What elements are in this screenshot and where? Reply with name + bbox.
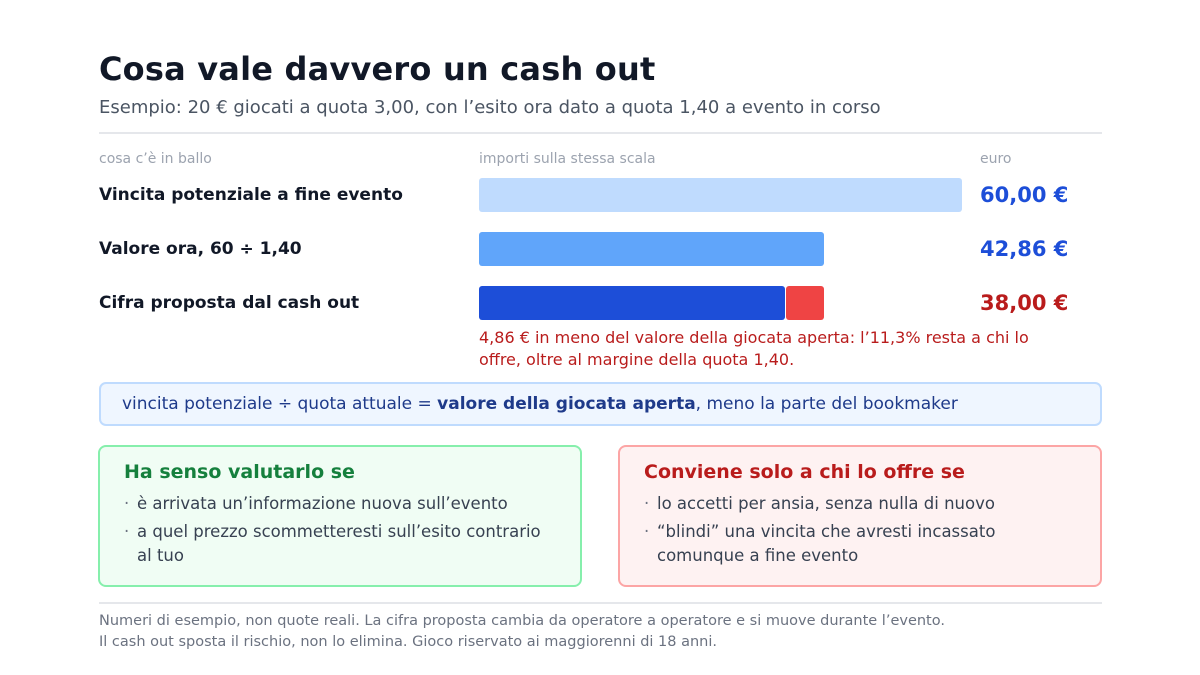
value-label-offer: 38,00 € xyxy=(980,291,1069,315)
footer-note: Numeri di esempio, non quote reali. La c… xyxy=(99,611,945,653)
bar-potential xyxy=(479,178,962,212)
bottom-divider xyxy=(99,602,1102,604)
formula-box: vincita potenziale ÷ quota attuale = val… xyxy=(99,382,1102,426)
list-item: · “blindi” una vincita che avresti incass… xyxy=(644,522,996,565)
category-label-potential: Vincita potenziale a fine evento xyxy=(99,185,403,205)
formula-text-end: , meno la parte del bookmaker xyxy=(695,394,958,414)
bar-bookmaker-gap xyxy=(785,286,824,320)
card-title-good: Ha senso valutarlo se xyxy=(124,461,355,483)
card-title-bad: Conviene solo a chi lo offre se xyxy=(644,461,965,483)
top-divider xyxy=(99,132,1102,134)
bar-offer xyxy=(479,286,785,320)
bullet-icon: · xyxy=(124,522,130,541)
formula-text-start: vincita potenziale ÷ quota attuale = xyxy=(122,394,438,414)
card-list-bad: · lo accetti per ansia, senza nulla di nu… xyxy=(644,492,1076,568)
bullet-icon: · xyxy=(124,494,130,513)
list-item: · a quel prezzo scommetteresti sull’esito… xyxy=(124,522,541,565)
list-item: · lo accetti per ansia, senza nulla di nu… xyxy=(644,492,1076,516)
gap-annotation: 4,86 € in meno del valore della giocata … xyxy=(479,328,1029,369)
formula-text-bold: valore della giocata aperta xyxy=(437,394,696,414)
column-header-bars: importi sulla stessa scala xyxy=(479,151,656,167)
list-item: · è arrivata un’informazione nuova sull’e… xyxy=(124,492,556,516)
footer-line-2: Il cash out sposta il rischio, non lo el… xyxy=(99,634,718,650)
value-label-now: 42,86 € xyxy=(980,237,1069,261)
category-label-offer: Cifra proposta dal cash out xyxy=(99,293,360,313)
value-label-potential: 60,00 € xyxy=(980,183,1069,207)
bullet-icon: · xyxy=(644,522,650,541)
page-subtitle: Esempio: 20 € giocati a quota 3,00, con … xyxy=(99,97,881,118)
footer-line-1: Numeri di esempio, non quote reali. La c… xyxy=(99,613,945,629)
bar-now xyxy=(479,232,825,266)
page-title: Cosa vale davvero un cash out xyxy=(99,50,656,88)
bullet-icon: · xyxy=(644,494,650,513)
column-header-value: euro xyxy=(980,151,1012,167)
card-list-good: · è arrivata un’informazione nuova sull’e… xyxy=(124,492,556,568)
column-header-label: cosa c’è in ballo xyxy=(99,151,212,167)
category-label-now: Valore ora, 60 ÷ 1,40 xyxy=(99,239,302,259)
card-when-worth-it: Ha senso valutarlo se · è arrivata un’inf… xyxy=(98,445,582,587)
card-when-bookmaker-wins: Conviene solo a chi lo offre se · lo acce… xyxy=(618,445,1102,587)
